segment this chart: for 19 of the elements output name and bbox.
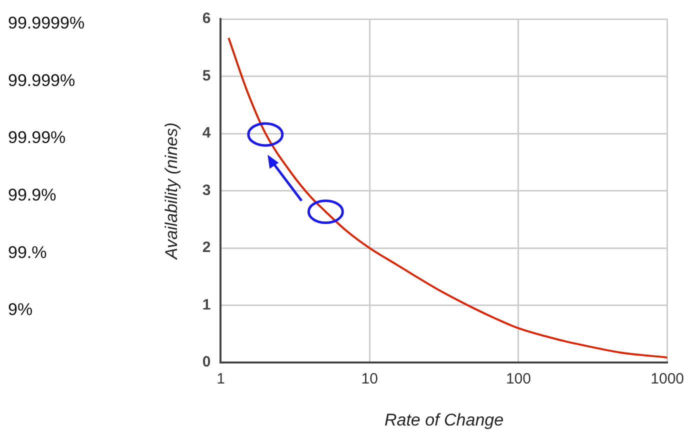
text: 9% [8,300,33,320]
x-tick-label: 100 [506,370,531,388]
y-tick-label: 3 [202,182,211,199]
x-tick-label: 1000 [650,370,684,388]
y-tick-label: 6 [202,10,211,28]
y-tick-label: 4 [202,124,212,142]
text: 99.9999% [8,14,85,33]
x-axis-title: Rate of Change [384,410,504,430]
text: 99.99% [8,128,66,148]
y-tick-label: 0 [202,354,211,371]
text: 99.9% [8,185,56,204]
text: 99.999% [8,70,76,90]
y-tick-label: 5 [202,67,211,84]
x-tick-label: 1 [216,370,225,388]
y-tick-label: 1 [202,296,211,314]
y-tick-label: 2 [202,239,211,256]
y-axis-title: Availability (nines) [162,122,181,260]
x-tick-label: 10 [361,370,378,388]
text: 99.% [8,242,47,262]
